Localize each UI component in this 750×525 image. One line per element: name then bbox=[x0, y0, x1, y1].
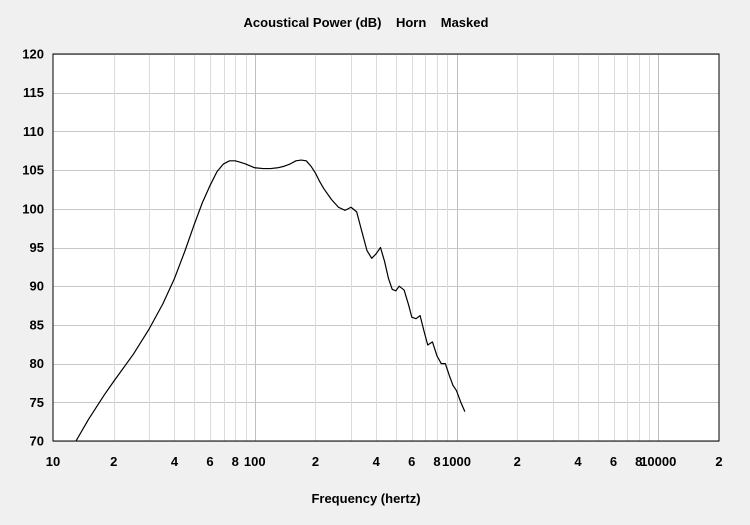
x-tick-label: 2 bbox=[715, 454, 722, 469]
x-tick-label: 8 bbox=[232, 454, 239, 469]
x-tick-label: 4 bbox=[574, 454, 582, 469]
x-tick-label: 8 bbox=[433, 454, 440, 469]
x-tick-label: 6 bbox=[610, 454, 617, 469]
x-tick-label: 2 bbox=[110, 454, 117, 469]
y-tick-label: 70 bbox=[30, 434, 44, 449]
y-tick-label: 75 bbox=[30, 395, 44, 410]
y-tick-label: 105 bbox=[22, 163, 44, 178]
x-tick-label: 2 bbox=[312, 454, 319, 469]
plot-border bbox=[52, 53, 720, 442]
y-tick-label: 115 bbox=[23, 85, 44, 100]
x-tick-label: 6 bbox=[408, 454, 415, 469]
x-tick-label: 10 bbox=[46, 454, 60, 469]
x-tick-label: 10000 bbox=[640, 454, 676, 469]
x-tick-label: 6 bbox=[206, 454, 213, 469]
x-axis-label: Frequency (hertz) bbox=[311, 491, 420, 506]
chart-title: Acoustical Power (dB) Horn Masked bbox=[244, 15, 489, 30]
x-tick-label: 4 bbox=[171, 454, 179, 469]
series-line bbox=[75, 159, 466, 441]
x-tick-label: 100 bbox=[244, 454, 266, 469]
plot-area bbox=[53, 54, 719, 441]
y-tick-label: 95 bbox=[30, 240, 44, 255]
y-tick-label: 85 bbox=[30, 317, 44, 332]
y-tick-label: 120 bbox=[22, 47, 44, 62]
x-tick-label: 4 bbox=[373, 454, 381, 469]
y-axis-ticks: 120 115 110 105 100 95 90 85 80 75 70 bbox=[22, 47, 44, 449]
y-tick-label: 100 bbox=[22, 201, 44, 216]
x-tick-label: 1000 bbox=[442, 454, 471, 469]
series-layer bbox=[75, 159, 466, 441]
x-tick-label: 8 bbox=[635, 454, 642, 469]
y-tick-label: 80 bbox=[30, 356, 44, 371]
y-tick-label: 90 bbox=[30, 279, 44, 294]
y-tick-label: 110 bbox=[23, 124, 44, 139]
x-tick-label: 2 bbox=[514, 454, 521, 469]
